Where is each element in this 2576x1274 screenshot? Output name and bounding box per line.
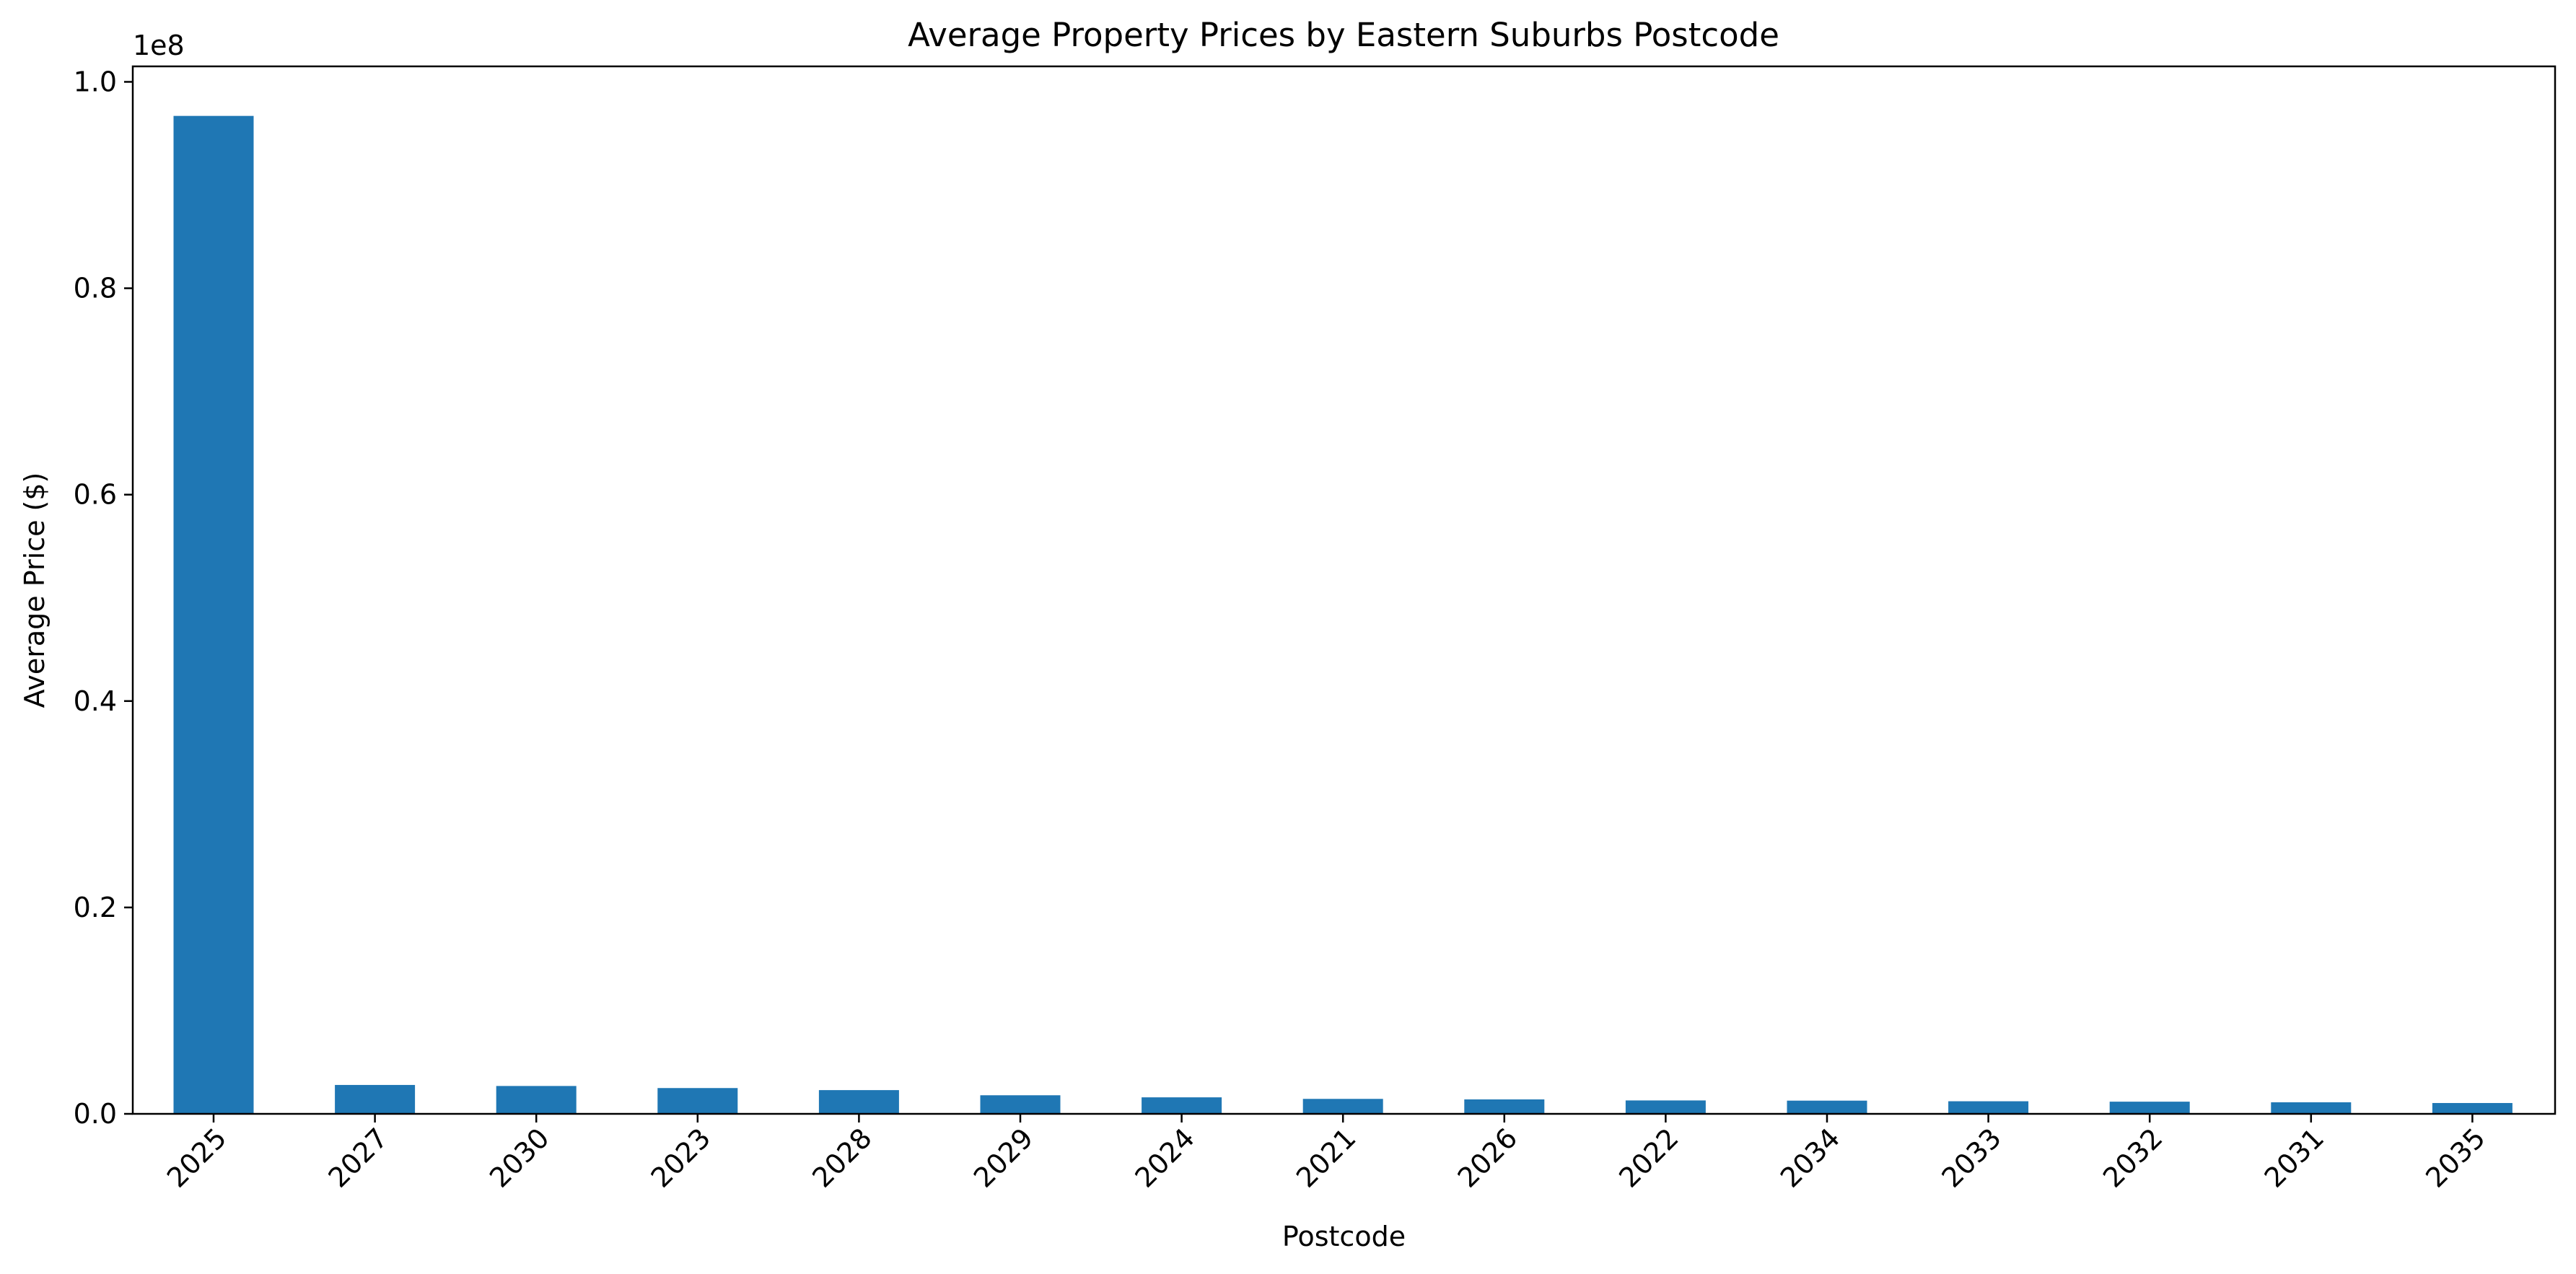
x-tick-label-2023: 2023 xyxy=(645,1122,717,1194)
bar-2027 xyxy=(335,1084,416,1114)
x-tick-label-2024: 2024 xyxy=(1129,1122,1201,1194)
x-axis-label: Postcode xyxy=(1282,1221,1406,1252)
x-tick-label-2027: 2027 xyxy=(322,1122,394,1194)
y-tick-label-0.8: 0.8 xyxy=(74,273,117,304)
bar-2029 xyxy=(980,1095,1061,1114)
y-axis-label: Average Price ($) xyxy=(19,473,51,708)
plot-frame xyxy=(131,65,2557,1115)
x-tick-label-2033: 2033 xyxy=(1935,1122,2007,1194)
bar-2032 xyxy=(2109,1102,2190,1114)
x-tick-label-2030: 2030 xyxy=(483,1122,556,1194)
y-tick-label-0.6: 0.6 xyxy=(74,479,117,511)
x-tick-label-2031: 2031 xyxy=(2259,1122,2331,1194)
y-tick-label-1.0: 1.0 xyxy=(74,66,117,97)
bar-2028 xyxy=(818,1090,899,1114)
bars-group xyxy=(173,115,2513,1114)
bar-2024 xyxy=(1142,1097,1222,1114)
x-tick-label-2025: 2025 xyxy=(161,1122,233,1194)
bar-2023 xyxy=(657,1088,738,1114)
x-tick-label-2026: 2026 xyxy=(1452,1122,1524,1194)
y-axis-offset-label: 1e8 xyxy=(133,30,185,61)
x-tick-label-2035: 2035 xyxy=(2419,1122,2492,1194)
y-tick-label-0.4: 0.4 xyxy=(74,685,117,717)
bar-2022 xyxy=(1625,1100,1706,1114)
bar-2033 xyxy=(1948,1101,2029,1114)
y-tick-label-0.0: 0.0 xyxy=(74,1098,117,1130)
chart-title: Average Property Prices by Eastern Subur… xyxy=(908,16,1779,54)
bar-2035 xyxy=(2432,1102,2513,1114)
x-tick-label-2029: 2029 xyxy=(968,1122,1040,1194)
x-tick-label-2028: 2028 xyxy=(806,1122,878,1194)
bar-2030 xyxy=(496,1086,577,1114)
x-tick-label-2034: 2034 xyxy=(1774,1122,1846,1194)
bar-2026 xyxy=(1464,1099,1545,1114)
bar-2031 xyxy=(2271,1102,2352,1114)
y-axis: 0.0 0.2 0.4 0.6 0.8 1.0 xyxy=(74,66,133,1130)
bar-2021 xyxy=(1302,1099,1383,1114)
x-tick-label-2021: 2021 xyxy=(1290,1122,1362,1194)
x-tick-label-2022: 2022 xyxy=(1613,1122,1685,1194)
bar-2034 xyxy=(1787,1100,1867,1114)
x-axis: 2025 2027 2030 2023 2028 2029 2024 2021 2026 2022… xyxy=(161,1114,2492,1194)
y-tick-label-0.2: 0.2 xyxy=(74,892,117,923)
bar-2025 xyxy=(173,115,254,1114)
x-tick-label-2032: 2032 xyxy=(2097,1122,2169,1194)
